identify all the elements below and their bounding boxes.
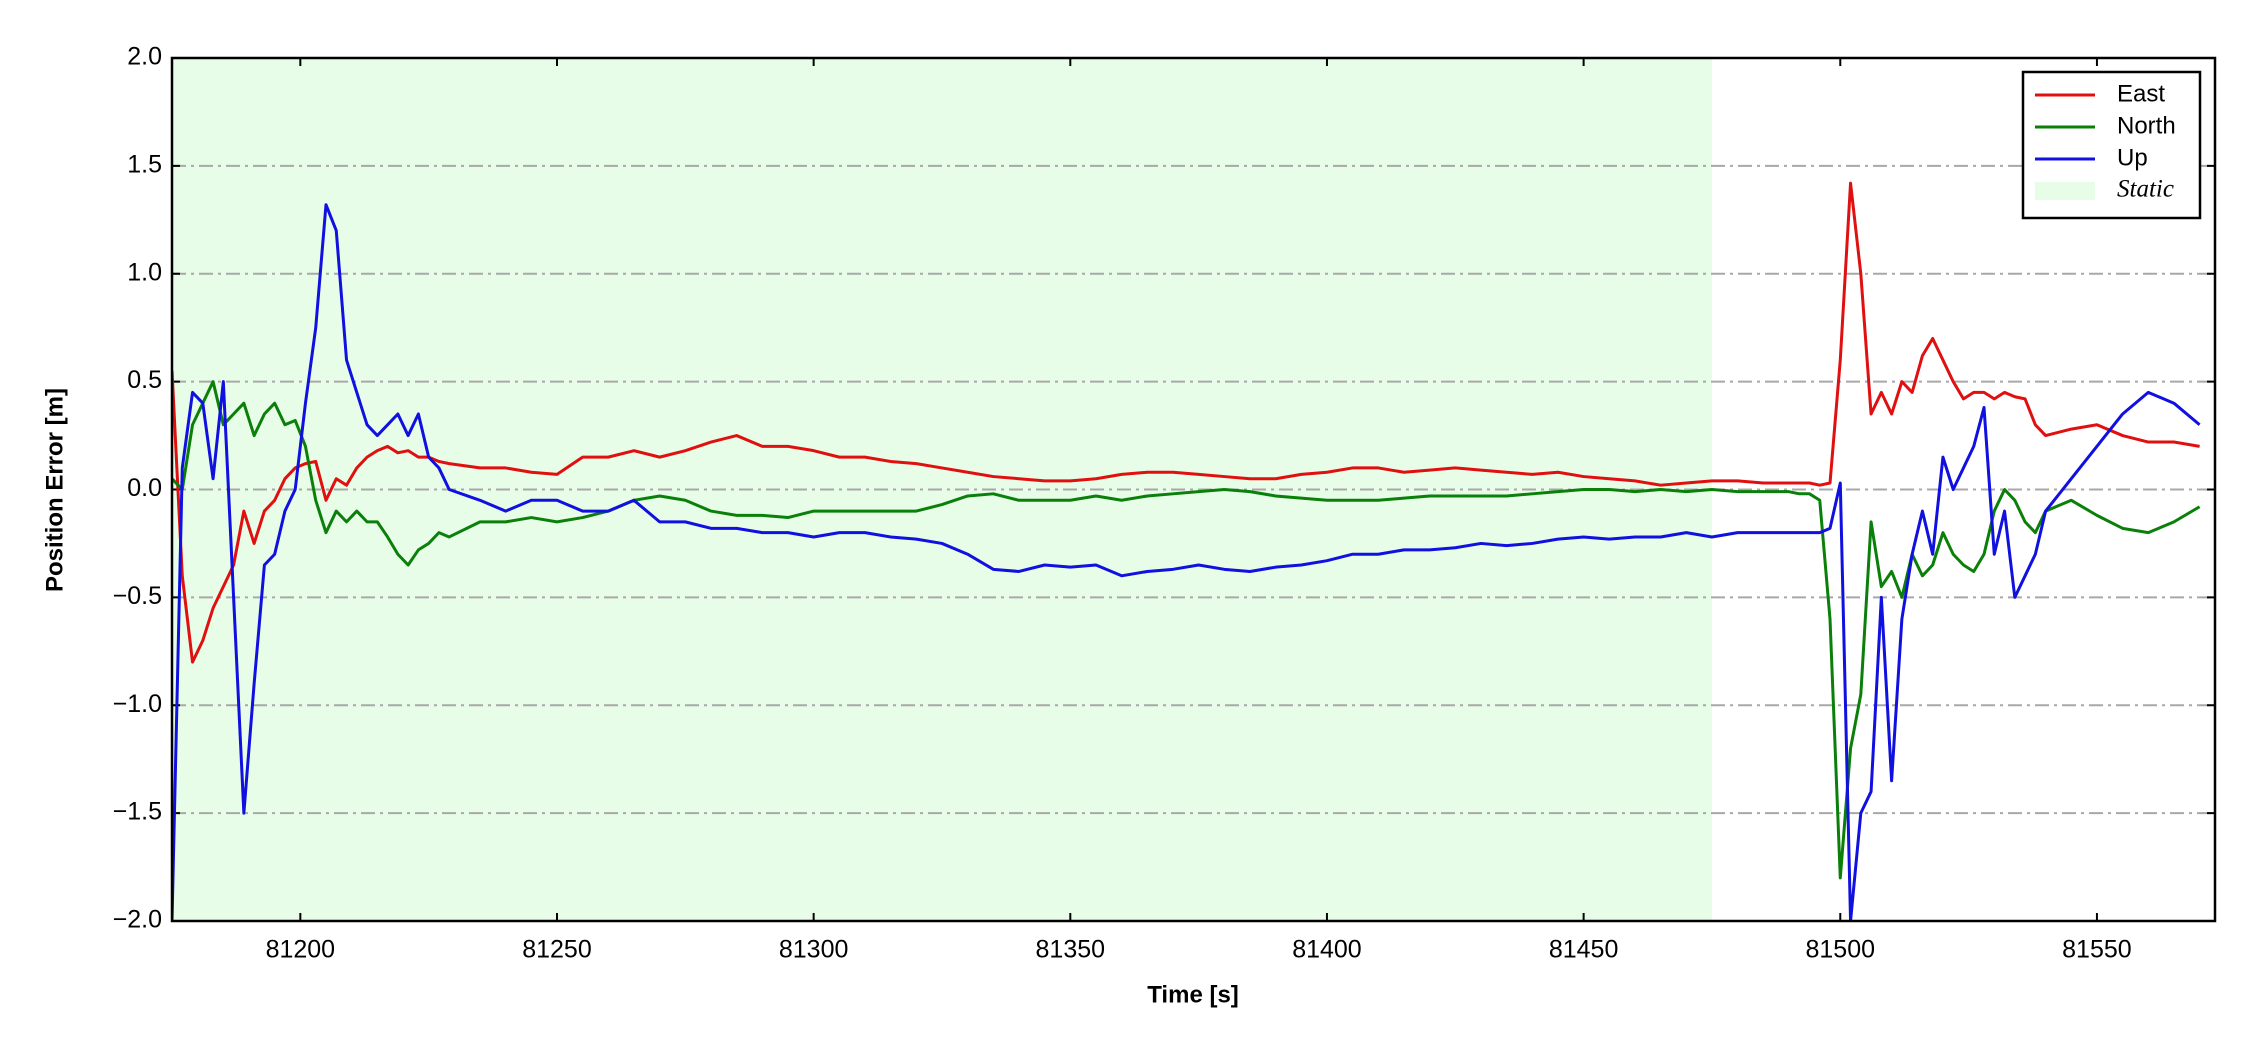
x-tick-label: 81550: [2062, 936, 2132, 964]
y-tick-label: −2.0: [113, 906, 162, 934]
y-tick-label: 1.5: [127, 150, 162, 178]
plot-frame: [170, 56, 2217, 923]
series-line: [172, 181, 2200, 664]
plot-lines: [172, 181, 2201, 921]
y-tick-label: 1.0: [127, 258, 162, 286]
x-tick-label: 81200: [266, 936, 336, 964]
y-tick-label: 0.0: [127, 474, 162, 502]
x-tick-label: 81250: [522, 936, 592, 964]
x-tick-label: 81400: [1292, 936, 1362, 964]
y-tick-label: 2.0: [127, 43, 162, 71]
y-tick-label: −1.0: [113, 690, 162, 718]
legend-swatch: [2035, 182, 2095, 200]
x-tick-label: 81350: [1036, 936, 1106, 964]
y-tick-label: 0.5: [127, 366, 162, 394]
legend-label: North: [2117, 112, 2176, 139]
legend-label: Up: [2117, 144, 2148, 171]
series-line: [172, 203, 2201, 921]
legend-label: East: [2117, 80, 2165, 107]
x-tick-label: 81300: [779, 936, 849, 964]
x-tick-label: 81500: [1806, 936, 1876, 964]
x-tick-label: 81450: [1549, 936, 1619, 964]
x-axis-label: Time [s]: [1147, 981, 1239, 1008]
y-tick-label: −1.5: [113, 798, 162, 826]
legend-label: Static: [2117, 176, 2174, 203]
y-axis-label: Position Error [m]: [41, 388, 68, 592]
series-line: [172, 380, 2201, 880]
y-tick-label: −0.5: [113, 582, 162, 610]
